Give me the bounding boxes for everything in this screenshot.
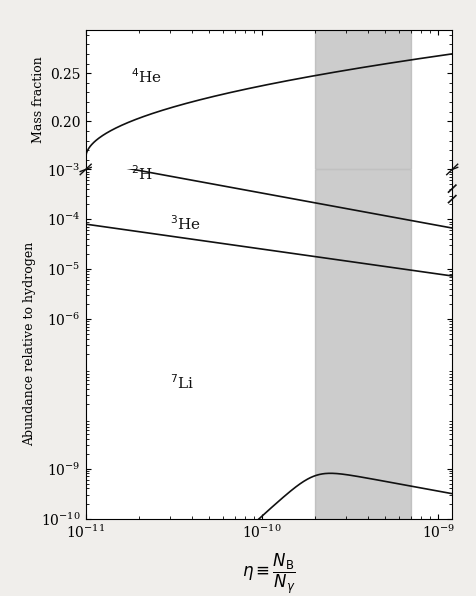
Text: $^4$He: $^4$He	[131, 67, 162, 86]
Bar	[315, 169, 411, 519]
Text: $^3$He: $^3$He	[170, 215, 201, 234]
Text: $^2$H: $^2$H	[131, 165, 152, 184]
X-axis label: $\eta \equiv \dfrac{N_{\rm B}}{N_{\gamma}}$: $\eta \equiv \dfrac{N_{\rm B}}{N_{\gamma…	[242, 552, 296, 596]
Y-axis label: Mass fraction: Mass fraction	[32, 56, 45, 143]
Text: $^7$Li: $^7$Li	[170, 373, 194, 392]
Y-axis label: Abundance relative to hydrogen: Abundance relative to hydrogen	[23, 242, 36, 446]
Bar	[315, 30, 411, 169]
